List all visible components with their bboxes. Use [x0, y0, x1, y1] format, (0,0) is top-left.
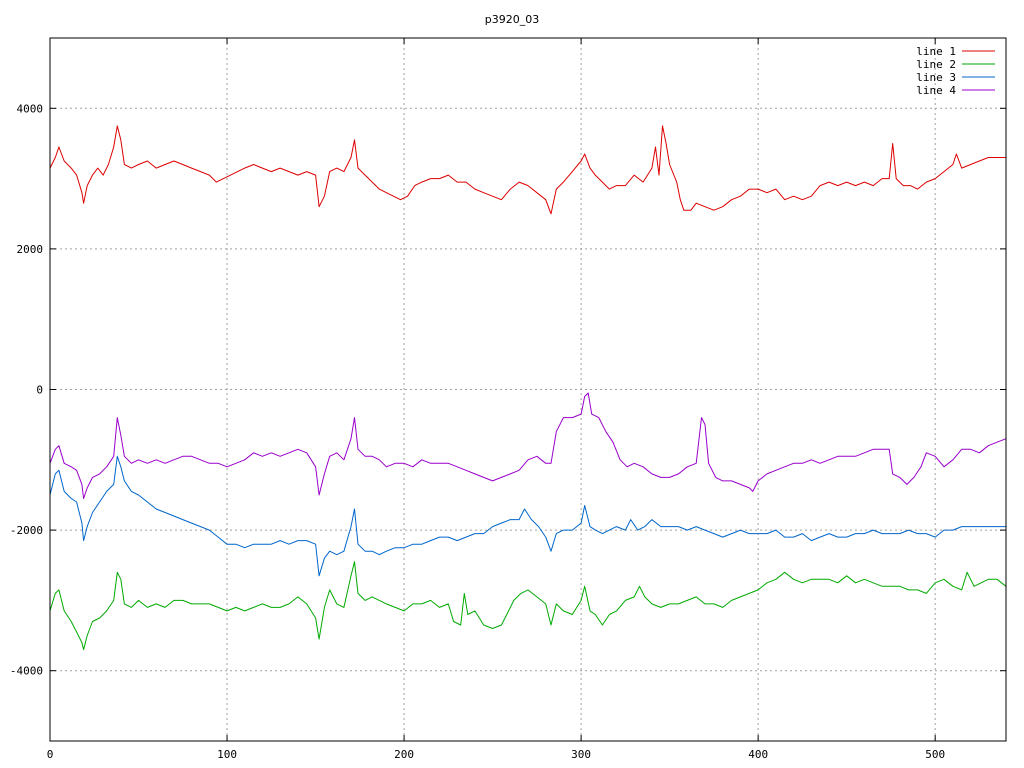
- series-line-1: [49, 125, 1006, 215]
- x-tick-label: 200: [394, 748, 414, 761]
- y-tick-label: -4000: [10, 665, 43, 678]
- x-tick-label: 500: [925, 748, 945, 761]
- chart-title: p3920_03: [485, 13, 539, 26]
- x-tick-label: 300: [571, 748, 591, 761]
- y-tick-label: 4000: [17, 102, 44, 115]
- series-line-2: [49, 561, 1007, 651]
- legend-label-1: line 1: [916, 45, 956, 58]
- legend-label-3: line 3: [916, 71, 956, 84]
- series-line-3: [49, 455, 1006, 577]
- y-tick-label: 2000: [17, 243, 44, 256]
- plot-frame: [49, 37, 1007, 742]
- axis-ticks: 0 100 200 300 400 500 -4000 -2000 0 2000 4000: [10, 38, 1006, 761]
- x-tick-label: 0: [47, 748, 54, 761]
- x-tick-label: 400: [748, 748, 768, 761]
- series-line-4: [49, 392, 1007, 499]
- legend-label-4: line 4: [916, 84, 956, 97]
- series-layer: [49, 125, 1007, 651]
- x-tick-label: 100: [217, 748, 237, 761]
- y-tick-label: 0: [36, 384, 43, 397]
- grid-lines: [50, 38, 1006, 741]
- legend-label-2: line 2: [916, 58, 956, 71]
- y-tick-label: -2000: [10, 524, 43, 537]
